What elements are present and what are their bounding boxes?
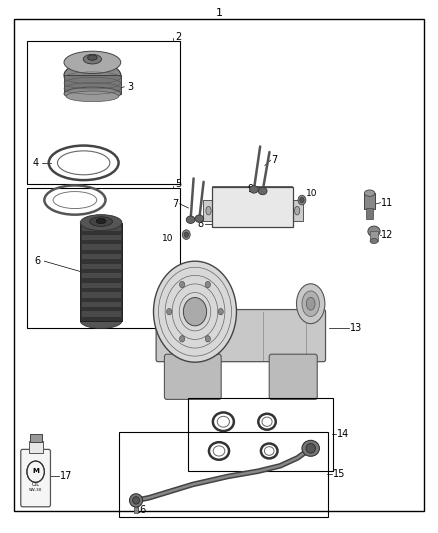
Bar xyxy=(366,208,373,219)
Ellipse shape xyxy=(306,443,315,453)
Bar xyxy=(188,398,332,471)
Bar xyxy=(81,254,120,260)
Ellipse shape xyxy=(195,215,204,222)
Bar xyxy=(81,311,120,317)
Ellipse shape xyxy=(88,55,97,60)
Ellipse shape xyxy=(90,217,113,227)
Ellipse shape xyxy=(186,216,195,223)
Ellipse shape xyxy=(306,297,315,310)
Text: OIL: OIL xyxy=(32,482,39,487)
Ellipse shape xyxy=(64,51,121,74)
Text: M: M xyxy=(32,468,39,474)
Circle shape xyxy=(205,281,211,288)
Bar xyxy=(364,193,375,209)
Text: 2: 2 xyxy=(175,32,182,42)
Ellipse shape xyxy=(81,215,122,231)
Circle shape xyxy=(153,261,237,362)
Text: 10: 10 xyxy=(162,234,173,243)
Text: 9: 9 xyxy=(247,184,254,195)
Text: 5W-30: 5W-30 xyxy=(29,488,42,492)
Ellipse shape xyxy=(250,185,258,193)
Text: 8: 8 xyxy=(198,219,204,229)
Text: 3: 3 xyxy=(127,82,134,92)
Ellipse shape xyxy=(370,238,378,244)
Circle shape xyxy=(205,336,211,342)
FancyBboxPatch shape xyxy=(164,354,221,399)
Ellipse shape xyxy=(258,187,267,195)
Circle shape xyxy=(180,281,185,288)
Bar xyxy=(212,187,293,227)
Ellipse shape xyxy=(206,206,211,215)
Ellipse shape xyxy=(81,313,122,328)
Circle shape xyxy=(184,297,207,326)
Bar xyxy=(370,231,378,241)
Text: 6: 6 xyxy=(35,256,41,266)
Ellipse shape xyxy=(66,91,119,102)
Text: 16: 16 xyxy=(135,505,148,515)
Text: 10: 10 xyxy=(306,189,318,198)
Ellipse shape xyxy=(368,226,380,237)
Bar xyxy=(81,245,120,250)
Ellipse shape xyxy=(294,206,300,215)
Circle shape xyxy=(180,336,185,342)
Bar xyxy=(29,434,42,442)
Circle shape xyxy=(166,309,172,315)
Text: 7: 7 xyxy=(173,199,179,209)
Ellipse shape xyxy=(302,440,319,456)
Bar xyxy=(134,507,138,513)
Text: 5: 5 xyxy=(175,179,182,189)
Ellipse shape xyxy=(302,291,319,317)
Bar xyxy=(81,292,120,297)
Text: 15: 15 xyxy=(332,469,345,479)
Ellipse shape xyxy=(64,87,121,100)
Ellipse shape xyxy=(64,62,121,88)
Ellipse shape xyxy=(298,195,306,205)
Ellipse shape xyxy=(182,230,190,239)
Text: 13: 13 xyxy=(350,322,362,333)
FancyBboxPatch shape xyxy=(156,310,325,362)
Ellipse shape xyxy=(96,219,106,224)
Text: 12: 12 xyxy=(381,230,394,240)
Bar xyxy=(81,264,120,269)
Text: 1: 1 xyxy=(215,8,223,18)
Ellipse shape xyxy=(83,54,102,64)
Text: 14: 14 xyxy=(337,429,349,439)
Ellipse shape xyxy=(184,232,188,237)
Ellipse shape xyxy=(297,284,325,324)
Bar xyxy=(28,441,42,453)
Bar xyxy=(203,200,214,221)
Bar xyxy=(81,273,120,278)
Bar xyxy=(81,235,120,240)
Circle shape xyxy=(218,309,223,315)
Text: 17: 17 xyxy=(60,472,72,481)
Bar xyxy=(81,282,120,288)
Bar xyxy=(27,41,180,184)
Bar xyxy=(27,188,180,328)
Ellipse shape xyxy=(130,494,143,507)
Bar xyxy=(81,223,122,321)
Text: 7: 7 xyxy=(272,155,278,165)
FancyBboxPatch shape xyxy=(21,449,50,507)
Bar xyxy=(81,225,120,231)
Bar xyxy=(119,432,328,518)
Text: 4: 4 xyxy=(32,158,39,168)
Bar xyxy=(64,75,121,94)
Bar xyxy=(291,200,303,221)
Ellipse shape xyxy=(300,197,304,203)
Text: 11: 11 xyxy=(381,198,394,208)
Ellipse shape xyxy=(133,497,140,504)
FancyBboxPatch shape xyxy=(269,354,317,399)
Ellipse shape xyxy=(364,190,375,196)
Bar xyxy=(81,302,120,307)
